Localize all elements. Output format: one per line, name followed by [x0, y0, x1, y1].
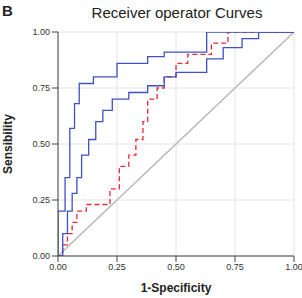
svg-text:0.00: 0.00 — [49, 262, 67, 272]
svg-text:0.25: 0.25 — [108, 262, 126, 272]
html-text:B: B — [2, 2, 13, 19]
svg-text:0.50: 0.50 — [167, 262, 185, 272]
svg-text:0.00: 0.00 — [32, 251, 50, 261]
svg-text:0.75: 0.75 — [226, 262, 244, 272]
svg-text:0.50: 0.50 — [32, 139, 50, 149]
svg-text:0.25: 0.25 — [32, 195, 50, 205]
svg-text:0.75: 0.75 — [32, 83, 50, 93]
svg-text:1.00: 1.00 — [285, 262, 294, 272]
svg-text:1-Specificity: 1-Specificity — [141, 281, 212, 295]
html-text:Receiver operator Curves: Receiver operator Curves — [91, 4, 263, 21]
svg-text:1.00: 1.00 — [32, 27, 50, 37]
svg-text:Sensibility: Sensibility — [8, 114, 15, 174]
